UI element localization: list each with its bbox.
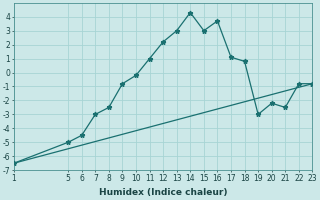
X-axis label: Humidex (Indice chaleur): Humidex (Indice chaleur) [99, 188, 228, 197]
